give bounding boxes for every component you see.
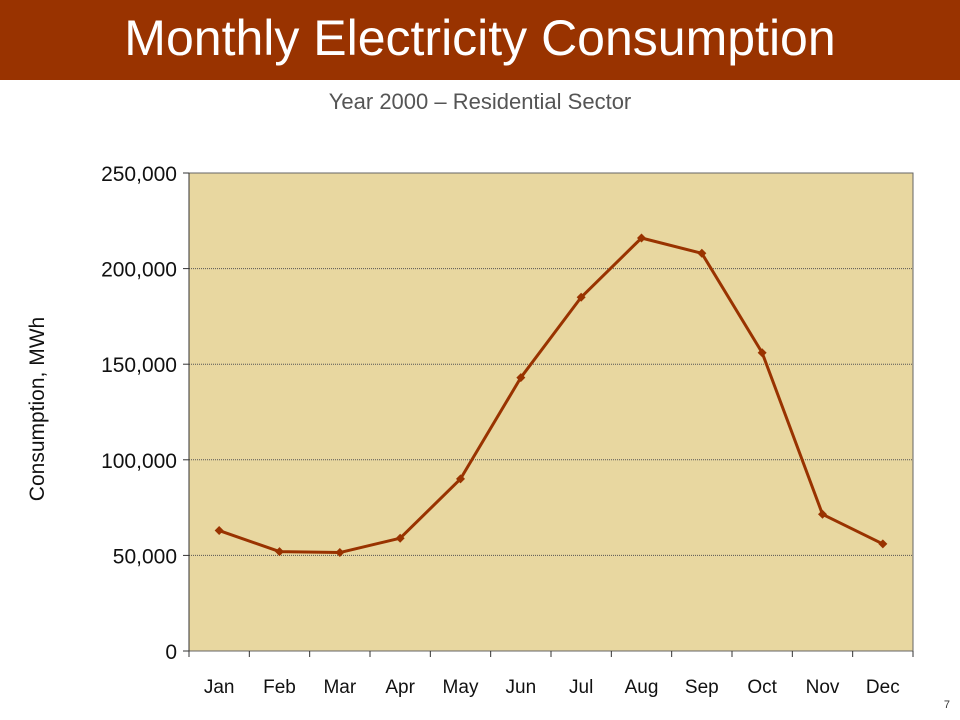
x-tick-label: Jun [506,677,537,698]
x-tick-label: May [443,677,479,698]
data-point [275,547,284,557]
data-point [637,233,646,243]
x-tick-label: Oct [747,677,777,698]
x-tick-label: Jul [569,677,593,698]
data-point [395,533,405,543]
data-point [697,248,707,258]
y-tick-label: 50,000 [113,545,177,568]
y-tick-label: 200,000 [101,259,177,282]
page-number: 7 [943,699,950,711]
x-tick-label: Dec [866,677,900,698]
data-point [516,373,526,383]
x-tick-label: Jan [204,677,235,698]
y-tick-label: 150,000 [101,354,177,377]
x-tick-label: Sep [685,677,719,698]
data-point [878,539,888,549]
data-point [335,548,345,558]
data-point [757,348,767,358]
y-tick-label: 250,000 [101,163,177,186]
data-point [214,526,224,536]
y-tick-label: 100,000 [101,450,177,473]
series-line [218,236,884,555]
x-tick-label: Mar [323,677,356,698]
data-point [818,509,827,519]
x-tick-label: Apr [385,677,415,698]
title-bar: Monthly Electricity Consumption [0,0,960,80]
data-point [456,474,465,484]
x-tick-label: Nov [806,677,840,698]
data-point [576,292,586,302]
x-tick-label: Aug [625,677,659,698]
plot-area [188,172,914,652]
chart-subtitle: Year 2000 – Residential Sector [328,89,632,114]
y-tick-label: 0 [165,641,177,664]
x-tick-label: Feb [263,677,296,698]
slide-title: Monthly Electricity Consumption [124,10,836,66]
y-axis-label: Consumption, MWh [26,317,49,501]
